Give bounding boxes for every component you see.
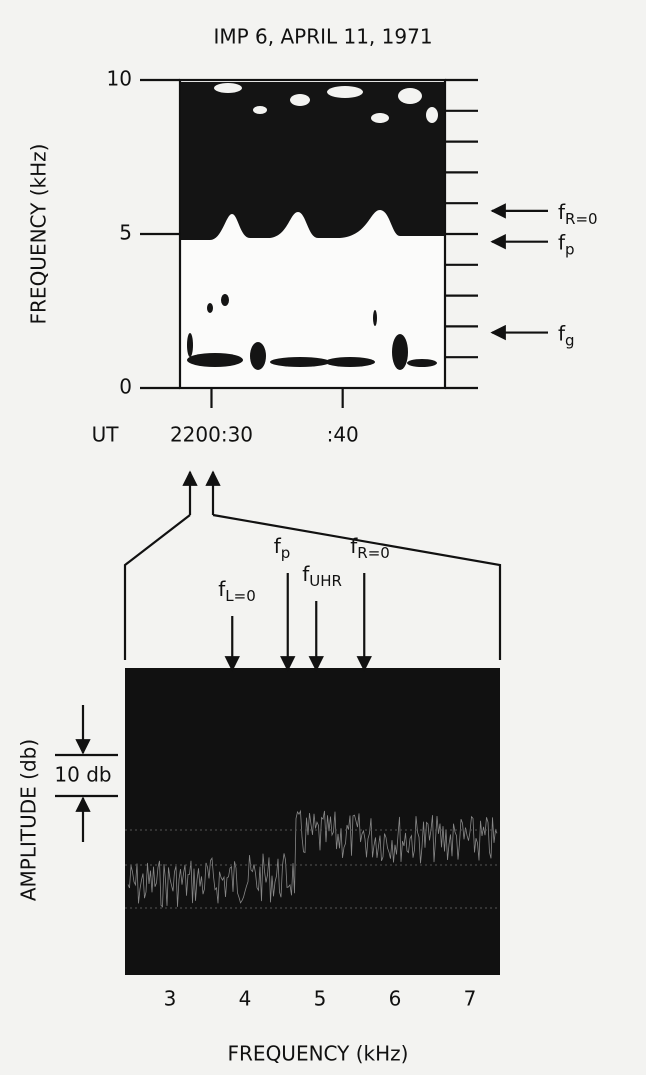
title: IMP 6, APRIL 11, 1971 [213, 25, 432, 49]
marker-label: fR=0 [558, 199, 598, 227]
connector [123, 470, 502, 660]
y-axis-label: AMPLITUDE (db) [17, 739, 41, 901]
marker-label-sub: g [565, 331, 575, 349]
y-tick-label: 0 [119, 375, 132, 399]
marker-label-base: f [558, 230, 566, 254]
y-axis-label: FREQUENCY (kHz) [27, 144, 51, 325]
marker-label-sub: L=0 [225, 587, 255, 605]
marker-label-sub: R=0 [357, 544, 390, 562]
spectrum-panel [125, 668, 500, 975]
x-tick-label: 6 [389, 987, 402, 1011]
spectrum-trace [125, 809, 500, 909]
marker-label-sub: p [281, 544, 291, 562]
marker-label-sub: UHR [309, 572, 342, 590]
marker-label-base: f [218, 577, 226, 601]
x-tick-label: 2200:30 [170, 423, 253, 447]
marker-label-base: f [350, 534, 358, 558]
marker-label: fp [558, 230, 575, 258]
spectrogram-image [180, 80, 445, 388]
scale-bar [55, 705, 118, 842]
x-axis-prefix: UT [92, 423, 120, 447]
x-tick-label: 3 [164, 987, 177, 1011]
marker-label: fR=0 [350, 534, 390, 562]
marker-label-base: f [274, 534, 282, 558]
noise [127, 809, 498, 908]
x-axis-label: FREQUENCY (kHz) [228, 1042, 409, 1066]
marker-label-sub: R=0 [565, 209, 598, 227]
x-tick-label: 5 [314, 987, 327, 1011]
x-tick-label: :40 [327, 423, 359, 447]
scale-label: 10 db [54, 763, 111, 787]
marker-label: fg [558, 321, 575, 349]
marker-label-base: f [558, 321, 566, 345]
y-tick-label: 10 [107, 67, 132, 91]
x-tick-label: 7 [464, 987, 477, 1011]
marker-label-base: f [558, 199, 566, 223]
x-tick-label: 4 [239, 987, 252, 1011]
marker-label-sub: p [565, 240, 575, 258]
marker-label: fUHR [302, 562, 342, 590]
y-tick-label: 5 [119, 221, 132, 245]
marker-label: fp [274, 534, 291, 562]
marker-label: fL=0 [218, 577, 256, 605]
marker-label-base: f [302, 562, 310, 586]
